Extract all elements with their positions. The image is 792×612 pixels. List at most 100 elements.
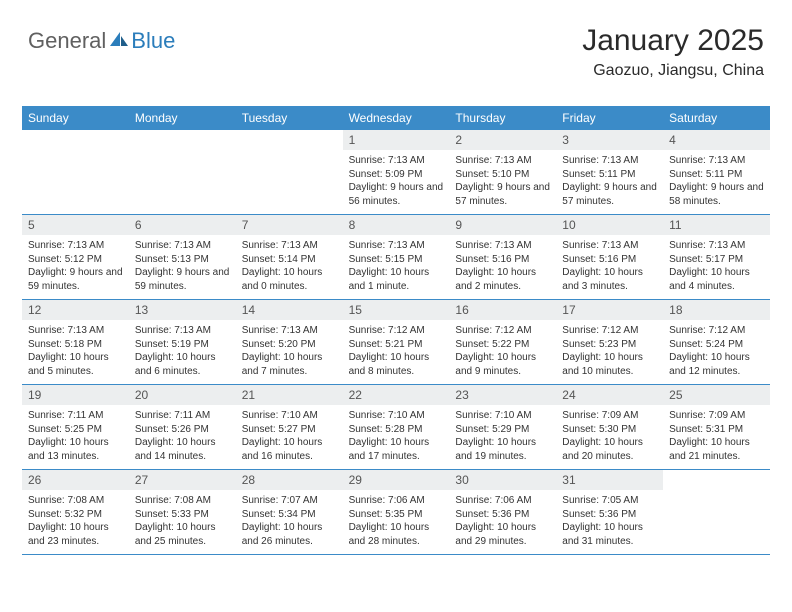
date-number: 12 <box>22 300 129 320</box>
calendar-cell: 12Sunrise: 7:13 AMSunset: 5:18 PMDayligh… <box>22 300 129 384</box>
brand-part1: General <box>28 28 106 54</box>
calendar-cell: 17Sunrise: 7:12 AMSunset: 5:23 PMDayligh… <box>556 300 663 384</box>
date-number: 19 <box>22 385 129 405</box>
day-details: Sunrise: 7:12 AMSunset: 5:23 PMDaylight:… <box>556 320 663 384</box>
day-details: Sunrise: 7:09 AMSunset: 5:31 PMDaylight:… <box>663 405 770 469</box>
calendar-cell: 28Sunrise: 7:07 AMSunset: 5:34 PMDayligh… <box>236 470 343 554</box>
day-details: Sunrise: 7:10 AMSunset: 5:29 PMDaylight:… <box>449 405 556 469</box>
calendar-cell: 8Sunrise: 7:13 AMSunset: 5:15 PMDaylight… <box>343 215 450 299</box>
date-number: 28 <box>236 470 343 490</box>
day-details: Sunrise: 7:12 AMSunset: 5:22 PMDaylight:… <box>449 320 556 384</box>
calendar-cell: 11Sunrise: 7:13 AMSunset: 5:17 PMDayligh… <box>663 215 770 299</box>
date-number: 18 <box>663 300 770 320</box>
calendar-cell: 1Sunrise: 7:13 AMSunset: 5:09 PMDaylight… <box>343 130 450 214</box>
calendar-cell: 6Sunrise: 7:13 AMSunset: 5:13 PMDaylight… <box>129 215 236 299</box>
calendar-cell: 29Sunrise: 7:06 AMSunset: 5:35 PMDayligh… <box>343 470 450 554</box>
day-details: Sunrise: 7:13 AMSunset: 5:19 PMDaylight:… <box>129 320 236 384</box>
calendar-cell: 31Sunrise: 7:05 AMSunset: 5:36 PMDayligh… <box>556 470 663 554</box>
sail-icon <box>108 28 130 54</box>
brand-logo: General Blue <box>28 28 175 54</box>
location-text: Gaozuo, Jiangsu, China <box>582 62 764 80</box>
day-details: Sunrise: 7:13 AMSunset: 5:16 PMDaylight:… <box>556 235 663 299</box>
calendar-cell: 19Sunrise: 7:11 AMSunset: 5:25 PMDayligh… <box>22 385 129 469</box>
day-details: Sunrise: 7:10 AMSunset: 5:27 PMDaylight:… <box>236 405 343 469</box>
day-details: Sunrise: 7:13 AMSunset: 5:17 PMDaylight:… <box>663 235 770 299</box>
day-details: Sunrise: 7:08 AMSunset: 5:32 PMDaylight:… <box>22 490 129 554</box>
calendar-cell <box>236 130 343 214</box>
day-details: Sunrise: 7:06 AMSunset: 5:35 PMDaylight:… <box>343 490 450 554</box>
calendar-cell: 15Sunrise: 7:12 AMSunset: 5:21 PMDayligh… <box>343 300 450 384</box>
header-right: January 2025 Gaozuo, Jiangsu, China <box>582 24 764 80</box>
day-details: Sunrise: 7:13 AMSunset: 5:09 PMDaylight:… <box>343 150 450 214</box>
date-number: 13 <box>129 300 236 320</box>
date-number: 5 <box>22 215 129 235</box>
calendar-cell: 25Sunrise: 7:09 AMSunset: 5:31 PMDayligh… <box>663 385 770 469</box>
date-number: 9 <box>449 215 556 235</box>
date-number: 14 <box>236 300 343 320</box>
calendar-cell: 14Sunrise: 7:13 AMSunset: 5:20 PMDayligh… <box>236 300 343 384</box>
page-title: January 2025 <box>582 24 764 58</box>
calendar-cell: 27Sunrise: 7:08 AMSunset: 5:33 PMDayligh… <box>129 470 236 554</box>
day-details: Sunrise: 7:11 AMSunset: 5:25 PMDaylight:… <box>22 405 129 469</box>
date-number: 31 <box>556 470 663 490</box>
day-details: Sunrise: 7:13 AMSunset: 5:20 PMDaylight:… <box>236 320 343 384</box>
calendar-cell: 7Sunrise: 7:13 AMSunset: 5:14 PMDaylight… <box>236 215 343 299</box>
calendar-cell: 23Sunrise: 7:10 AMSunset: 5:29 PMDayligh… <box>449 385 556 469</box>
day-details: Sunrise: 7:09 AMSunset: 5:30 PMDaylight:… <box>556 405 663 469</box>
day-details: Sunrise: 7:13 AMSunset: 5:15 PMDaylight:… <box>343 235 450 299</box>
day-details: Sunrise: 7:10 AMSunset: 5:28 PMDaylight:… <box>343 405 450 469</box>
date-number: 21 <box>236 385 343 405</box>
calendar-cell: 4Sunrise: 7:13 AMSunset: 5:11 PMDaylight… <box>663 130 770 214</box>
day-details: Sunrise: 7:13 AMSunset: 5:12 PMDaylight:… <box>22 235 129 299</box>
calendar-cell <box>129 130 236 214</box>
date-number: 26 <box>22 470 129 490</box>
date-number: 22 <box>343 385 450 405</box>
calendar-cell: 18Sunrise: 7:12 AMSunset: 5:24 PMDayligh… <box>663 300 770 384</box>
calendar-cell: 5Sunrise: 7:13 AMSunset: 5:12 PMDaylight… <box>22 215 129 299</box>
date-number: 2 <box>449 130 556 150</box>
calendar-week: 26Sunrise: 7:08 AMSunset: 5:32 PMDayligh… <box>22 470 770 555</box>
day-header-thursday: Thursday <box>449 106 556 130</box>
date-number: 3 <box>556 130 663 150</box>
day-details: Sunrise: 7:06 AMSunset: 5:36 PMDaylight:… <box>449 490 556 554</box>
calendar-cell: 22Sunrise: 7:10 AMSunset: 5:28 PMDayligh… <box>343 385 450 469</box>
calendar-cell: 13Sunrise: 7:13 AMSunset: 5:19 PMDayligh… <box>129 300 236 384</box>
calendar-cell: 20Sunrise: 7:11 AMSunset: 5:26 PMDayligh… <box>129 385 236 469</box>
day-details: Sunrise: 7:13 AMSunset: 5:14 PMDaylight:… <box>236 235 343 299</box>
day-details: Sunrise: 7:12 AMSunset: 5:24 PMDaylight:… <box>663 320 770 384</box>
calendar-cell: 10Sunrise: 7:13 AMSunset: 5:16 PMDayligh… <box>556 215 663 299</box>
date-number: 29 <box>343 470 450 490</box>
date-number: 24 <box>556 385 663 405</box>
date-number: 4 <box>663 130 770 150</box>
day-details: Sunrise: 7:08 AMSunset: 5:33 PMDaylight:… <box>129 490 236 554</box>
day-details: Sunrise: 7:13 AMSunset: 5:13 PMDaylight:… <box>129 235 236 299</box>
day-details: Sunrise: 7:13 AMSunset: 5:11 PMDaylight:… <box>556 150 663 214</box>
calendar-cell: 26Sunrise: 7:08 AMSunset: 5:32 PMDayligh… <box>22 470 129 554</box>
day-details: Sunrise: 7:12 AMSunset: 5:21 PMDaylight:… <box>343 320 450 384</box>
calendar-week: 5Sunrise: 7:13 AMSunset: 5:12 PMDaylight… <box>22 215 770 300</box>
calendar-cell <box>663 470 770 554</box>
calendar-cell: 21Sunrise: 7:10 AMSunset: 5:27 PMDayligh… <box>236 385 343 469</box>
calendar-week: 19Sunrise: 7:11 AMSunset: 5:25 PMDayligh… <box>22 385 770 470</box>
calendar-weeks: 1Sunrise: 7:13 AMSunset: 5:09 PMDaylight… <box>22 130 770 555</box>
day-header-friday: Friday <box>556 106 663 130</box>
day-details: Sunrise: 7:05 AMSunset: 5:36 PMDaylight:… <box>556 490 663 554</box>
calendar-cell: 3Sunrise: 7:13 AMSunset: 5:11 PMDaylight… <box>556 130 663 214</box>
date-number: 7 <box>236 215 343 235</box>
brand-part2: Blue <box>131 28 175 54</box>
day-details: Sunrise: 7:11 AMSunset: 5:26 PMDaylight:… <box>129 405 236 469</box>
date-number: 30 <box>449 470 556 490</box>
calendar-cell: 24Sunrise: 7:09 AMSunset: 5:30 PMDayligh… <box>556 385 663 469</box>
day-details: Sunrise: 7:07 AMSunset: 5:34 PMDaylight:… <box>236 490 343 554</box>
date-number: 17 <box>556 300 663 320</box>
calendar-cell: 2Sunrise: 7:13 AMSunset: 5:10 PMDaylight… <box>449 130 556 214</box>
date-number: 8 <box>343 215 450 235</box>
day-header-wednesday: Wednesday <box>343 106 450 130</box>
day-header-tuesday: Tuesday <box>236 106 343 130</box>
day-details: Sunrise: 7:13 AMSunset: 5:11 PMDaylight:… <box>663 150 770 214</box>
date-number: 27 <box>129 470 236 490</box>
date-number: 1 <box>343 130 450 150</box>
day-details: Sunrise: 7:13 AMSunset: 5:10 PMDaylight:… <box>449 150 556 214</box>
date-number: 16 <box>449 300 556 320</box>
date-number: 15 <box>343 300 450 320</box>
